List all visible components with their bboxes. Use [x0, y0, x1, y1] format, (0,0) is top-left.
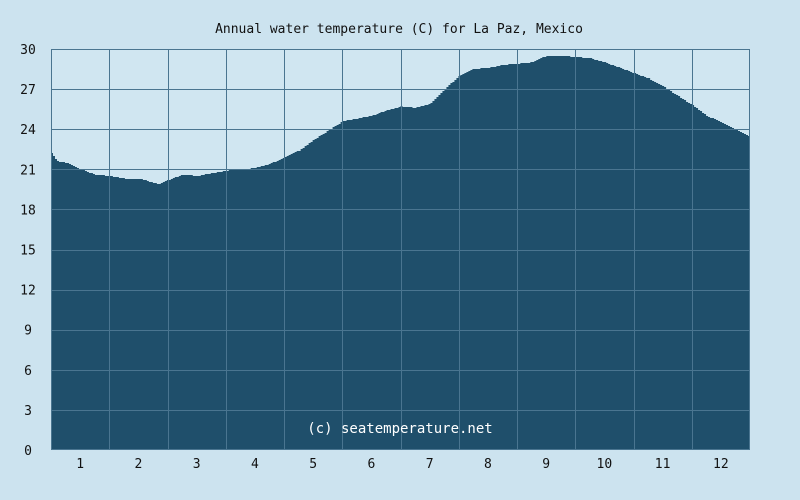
chart-title: Annual water temperature (C) for La Paz,… — [215, 22, 583, 37]
plot-border — [51, 49, 750, 450]
credit-text: (c) seatemperature.net — [307, 421, 492, 437]
y-tick-label: 6 — [24, 364, 32, 379]
x-tick-label: 11 — [655, 457, 671, 472]
y-tick-label: 0 — [24, 444, 32, 459]
x-tick-label: 3 — [193, 457, 201, 472]
y-tick-label: 24 — [20, 123, 36, 138]
x-tick-label: 6 — [367, 457, 375, 472]
y-tick-label: 30 — [20, 43, 36, 58]
x-tick-label: 9 — [542, 457, 550, 472]
y-tick-label: 3 — [24, 404, 32, 419]
y-tick-label: 12 — [20, 284, 36, 299]
x-tick-label: 12 — [713, 457, 729, 472]
x-tick-label: 2 — [134, 457, 142, 472]
y-tick-label: 21 — [20, 163, 36, 178]
x-tick-label: 8 — [484, 457, 492, 472]
y-tick-label: 9 — [24, 324, 32, 339]
x-tick-label: 10 — [597, 457, 613, 472]
y-tick-label: 18 — [20, 203, 36, 218]
x-tick-label: 7 — [426, 457, 434, 472]
y-tick-label: 27 — [20, 83, 36, 98]
x-tick-label: 5 — [309, 457, 317, 472]
y-tick-label: 15 — [20, 244, 36, 259]
x-tick-label: 1 — [76, 457, 84, 472]
x-tick-label: 4 — [251, 457, 259, 472]
